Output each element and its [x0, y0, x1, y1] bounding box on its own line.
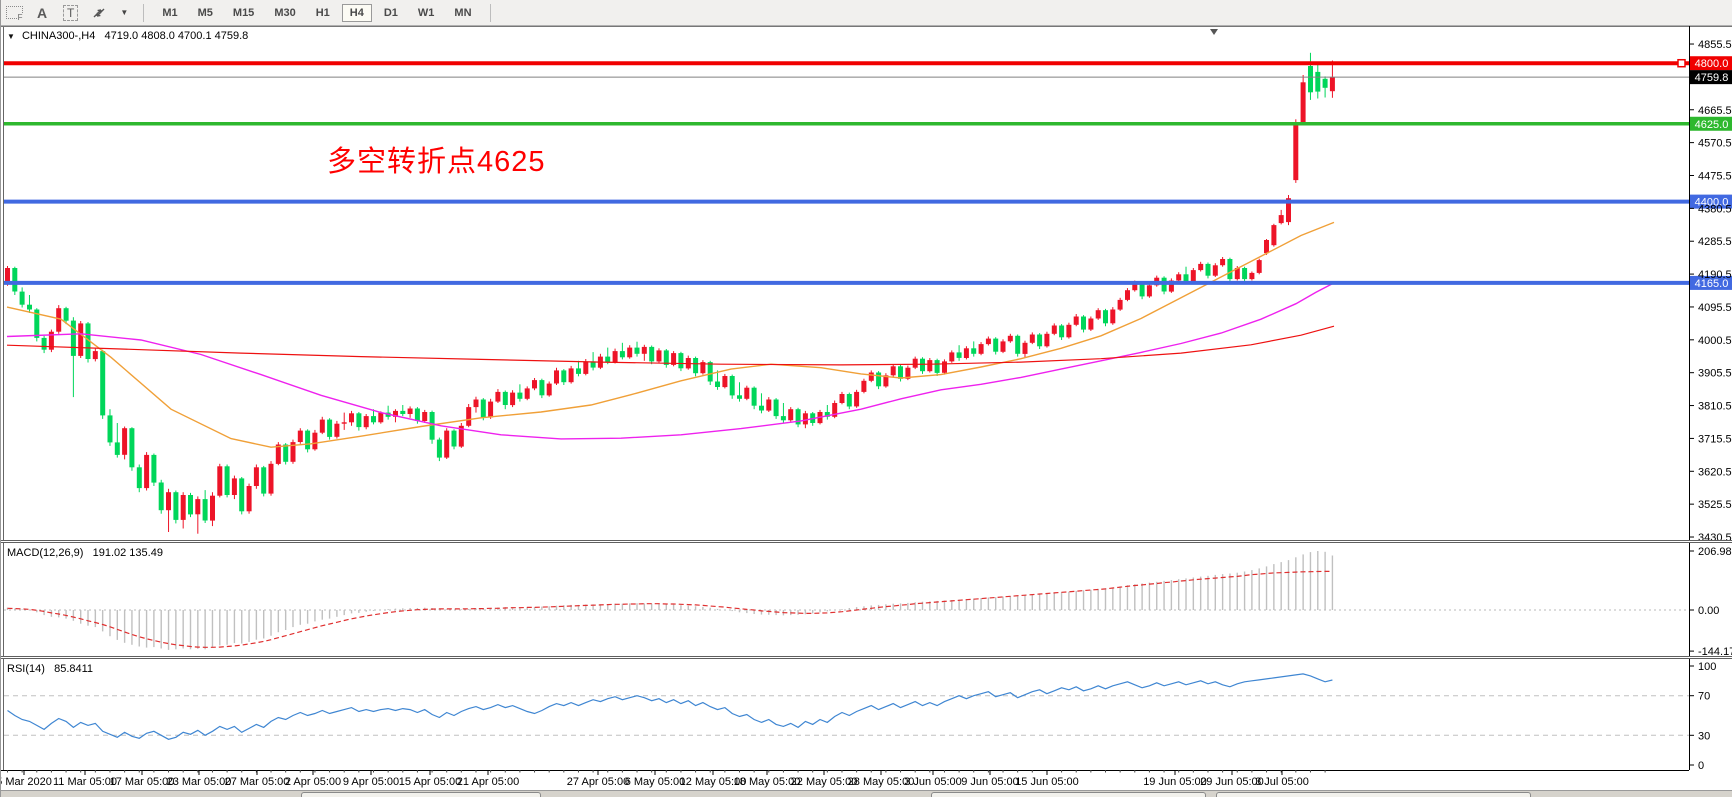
- transfer-arrows-icon[interactable]: [88, 3, 110, 23]
- svg-text:4625.0: 4625.0: [1695, 119, 1729, 131]
- bottom-tab[interactable]: [931, 792, 1206, 797]
- macd-values: 191.02 135.49: [92, 547, 163, 559]
- svg-text:70: 70: [1698, 691, 1710, 703]
- svg-text:4285.5: 4285.5: [1698, 236, 1732, 248]
- macd-signal-line: [7, 570, 1333, 648]
- timeframe-w1[interactable]: W1: [417, 6, 435, 19]
- chart-title: ▼ CHINA300-,H4 4719.0 4808.0 4700.1 4759…: [7, 30, 248, 42]
- svg-text:100: 100: [1698, 661, 1716, 673]
- timeframe-mn[interactable]: MN: [454, 6, 472, 19]
- timeframe-h1[interactable]: H1: [315, 6, 330, 19]
- svg-text:18 May 05:00: 18 May 05:00: [734, 776, 801, 788]
- svg-text:19 Jun 05:00: 19 Jun 05:00: [1143, 776, 1207, 788]
- svg-text:3 Jun 05:00: 3 Jun 05:00: [904, 776, 962, 788]
- svg-text:4759.8: 4759.8: [1695, 72, 1729, 84]
- panel-separator[interactable]: [1, 540, 1732, 543]
- chart-shift-marker-icon: [1210, 29, 1218, 35]
- svg-text:3 Jul 05:00: 3 Jul 05:00: [1255, 776, 1309, 788]
- svg-text:4475.5: 4475.5: [1698, 170, 1732, 182]
- time-axis[interactable]: 5 Mar 2020 11 Mar 05:00 17 Mar 05:00 23 Mar…: [1, 770, 1732, 790]
- panel-separator[interactable]: [1, 656, 1732, 659]
- svg-text:27 Mar 05:00: 27 Mar 05:00: [225, 776, 290, 788]
- svg-text:3715.5: 3715.5: [1698, 433, 1732, 445]
- svg-text:4380.5: 4380.5: [1698, 203, 1732, 215]
- timeframe-h4[interactable]: H4: [341, 3, 372, 22]
- rsi-label: RSI(14) 85.8411: [7, 663, 94, 675]
- ma-red: [6, 325, 1335, 366]
- svg-text:29 Jun 05:00: 29 Jun 05:00: [1200, 776, 1264, 788]
- bottom-tab-strip: [1, 790, 1732, 797]
- svg-text:3620.5: 3620.5: [1698, 466, 1732, 478]
- svg-text:12 May 05:00: 12 May 05:00: [680, 776, 747, 788]
- svg-text:0.00: 0.00: [1698, 605, 1719, 617]
- svg-text:6 May 05:00: 6 May 05:00: [625, 776, 686, 788]
- svg-text:4800.0: 4800.0: [1695, 58, 1729, 70]
- svg-text:15 Jun 05:00: 15 Jun 05:00: [1015, 776, 1079, 788]
- svg-text:2 Apr 05:00: 2 Apr 05:00: [285, 776, 341, 788]
- macd-chart[interactable]: 206.98 0.00 -144.17: [1, 543, 1732, 656]
- chart-annotation: 多空转折点4625: [327, 146, 546, 178]
- chart-symbol: CHINA300-,H4: [21, 30, 96, 42]
- svg-text:23 Mar 05:00: 23 Mar 05:00: [167, 776, 232, 788]
- chart-menu-caret-icon[interactable]: ▼: [7, 32, 15, 41]
- toolbar-separator: [143, 3, 145, 22]
- price-chart[interactable]: 4800.0 4625.0 4400.0 4165.0 4759.8 4855.5 4665…: [1, 26, 1732, 540]
- rsi-value: 85.8411: [54, 663, 94, 675]
- toolbar: F A T ▼ M1 M5 M15 M30 H1 H4 D1 W1 MN: [1, 0, 1732, 26]
- svg-text:27 Apr 05:00: 27 Apr 05:00: [567, 776, 629, 788]
- svg-text:30: 30: [1698, 730, 1710, 742]
- macd-label: MACD(12,26,9) 191.02 135.49: [7, 547, 163, 559]
- svg-text:206.98: 206.98: [1698, 546, 1732, 558]
- price-panel: 4800.0 4625.0 4400.0 4165.0 4759.8 4855.5 4665…: [1, 26, 1732, 540]
- svg-text:11 Mar 05:00: 11 Mar 05:00: [53, 776, 117, 788]
- timeframe-m15[interactable]: M15: [232, 6, 255, 19]
- svg-text:4190.5: 4190.5: [1698, 269, 1732, 281]
- svg-text:15 Apr 05:00: 15 Apr 05:00: [399, 776, 461, 788]
- timeframe-m30[interactable]: M30: [274, 6, 296, 19]
- svg-text:9 Jun 05:00: 9 Jun 05:00: [961, 776, 1019, 788]
- svg-text:9 Apr 05:00: 9 Apr 05:00: [343, 776, 399, 788]
- ma-magenta: [6, 282, 1335, 440]
- svg-text:-144.17: -144.17: [1698, 646, 1732, 656]
- grid-f-icon[interactable]: F: [1, 3, 23, 23]
- text-a-icon[interactable]: A: [36, 4, 48, 21]
- svg-text:0: 0: [1698, 760, 1704, 770]
- rsi-line: [7, 673, 1333, 740]
- bottom-tab[interactable]: [301, 792, 541, 797]
- toolbar-separator: [489, 3, 491, 22]
- svg-text:21 Apr 05:00: 21 Apr 05:00: [457, 776, 519, 788]
- rsi-chart[interactable]: 100 70 30 0: [1, 659, 1732, 770]
- svg-text:4855.5: 4855.5: [1698, 39, 1732, 51]
- rsi-panel: 100 70 30 0 RSI(14) 85.8411: [1, 659, 1732, 770]
- svg-text:4165.0: 4165.0: [1695, 278, 1729, 290]
- timeframe-d1[interactable]: D1: [383, 6, 398, 19]
- svg-text:4095.5: 4095.5: [1698, 302, 1732, 314]
- svg-text:3905.5: 3905.5: [1698, 368, 1732, 380]
- svg-text:4570.5: 4570.5: [1698, 138, 1732, 150]
- text-box-icon[interactable]: T: [53, 3, 79, 23]
- bottom-tab[interactable]: [1216, 792, 1531, 797]
- svg-text:22 May 05:00: 22 May 05:00: [791, 776, 858, 788]
- macd-panel: 206.98 0.00 -144.17 MACD(12,26,9) 191.02 1…: [1, 543, 1732, 656]
- svg-text:4400.0: 4400.0: [1695, 197, 1729, 209]
- svg-text:17 Mar 05:00: 17 Mar 05:00: [110, 776, 175, 788]
- svg-text:28 May 05:00: 28 May 05:00: [848, 776, 915, 788]
- svg-text:3430.5: 3430.5: [1698, 532, 1732, 540]
- timeframe-m5[interactable]: M5: [197, 6, 213, 19]
- timeframe-m1[interactable]: M1: [162, 6, 178, 19]
- chart-ohlc: 4719.0 4808.0 4700.1 4759.8: [104, 30, 249, 42]
- svg-text:3810.5: 3810.5: [1698, 401, 1732, 413]
- svg-text:4000.5: 4000.5: [1698, 335, 1732, 347]
- dropdown-caret-icon[interactable]: ▼: [120, 8, 129, 17]
- svg-text:5 Mar 2020: 5 Mar 2020: [1, 776, 52, 788]
- svg-text:4665.5: 4665.5: [1698, 105, 1732, 117]
- svg-text:3525.5: 3525.5: [1698, 499, 1732, 511]
- ma-orange: [6, 221, 1335, 448]
- timeframe-group: M1 M5 M15 M30 H1 H4 D1 W1 MN: [152, 3, 481, 22]
